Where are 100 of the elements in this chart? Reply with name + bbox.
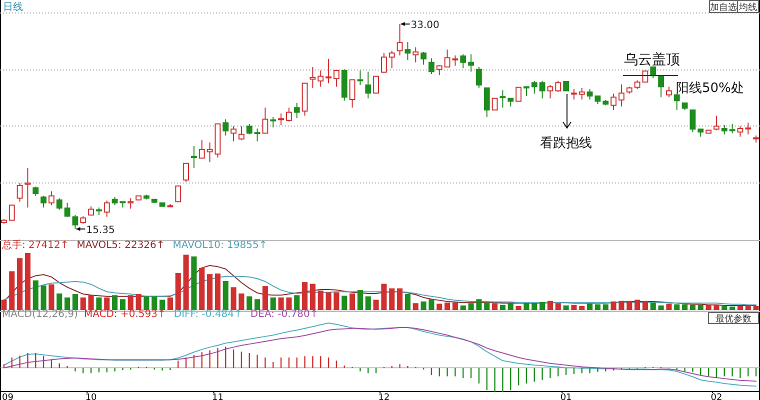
candlestick bbox=[286, 107, 292, 122]
x-tick-label: 12 bbox=[378, 393, 390, 400]
candlestick bbox=[198, 140, 205, 159]
annotation: 看跌抱线 bbox=[540, 136, 592, 151]
bar bbox=[500, 304, 506, 310]
bar bbox=[342, 296, 348, 310]
bar bbox=[420, 301, 426, 310]
series-label: 总手: 27412↑ bbox=[1, 239, 69, 251]
candlestick bbox=[238, 126, 244, 141]
bar bbox=[56, 293, 62, 310]
text: DIFF: -0.484↑ bbox=[174, 309, 242, 320]
bar bbox=[365, 296, 371, 310]
bar bbox=[579, 306, 585, 310]
bar bbox=[318, 290, 324, 310]
candlestick bbox=[476, 66, 482, 88]
bar bbox=[610, 301, 616, 310]
bar bbox=[48, 284, 54, 310]
bar bbox=[714, 304, 720, 310]
annotation: 乌云盖顶 bbox=[624, 52, 680, 68]
candlestick bbox=[254, 128, 260, 142]
bar bbox=[642, 300, 648, 310]
bar bbox=[334, 292, 340, 310]
bar bbox=[254, 299, 260, 310]
bar bbox=[476, 299, 482, 310]
bar bbox=[737, 306, 743, 310]
bar bbox=[753, 306, 759, 310]
bar bbox=[214, 274, 220, 310]
bar bbox=[199, 268, 205, 310]
bar bbox=[389, 288, 395, 310]
bar bbox=[104, 297, 110, 310]
bar bbox=[674, 304, 680, 310]
bar bbox=[64, 297, 70, 310]
annotation: 日线 bbox=[3, 1, 23, 13]
annotation: 加自选 bbox=[710, 2, 737, 13]
bar bbox=[128, 295, 134, 310]
bar bbox=[658, 305, 664, 310]
bar bbox=[17, 258, 23, 310]
bar bbox=[444, 302, 450, 310]
bar bbox=[72, 294, 78, 310]
candlestick bbox=[175, 184, 182, 202]
candlestick bbox=[32, 186, 39, 196]
bar bbox=[508, 303, 514, 310]
candlestick bbox=[334, 70, 340, 88]
bar bbox=[460, 305, 466, 310]
annotation: 15.35 bbox=[86, 224, 115, 236]
candlestick bbox=[745, 122, 752, 135]
bar bbox=[587, 304, 593, 310]
candlestick bbox=[547, 84, 554, 99]
candlestick bbox=[262, 107, 268, 134]
text: MAVOL5: 22326↑ bbox=[76, 240, 165, 251]
candlestick bbox=[404, 42, 411, 61]
candlestick bbox=[428, 58, 434, 74]
bar bbox=[160, 300, 166, 310]
bar bbox=[532, 303, 538, 310]
candlestick bbox=[222, 118, 229, 136]
bar bbox=[310, 284, 316, 310]
candlestick bbox=[484, 87, 490, 118]
bar bbox=[207, 274, 213, 310]
candlestick bbox=[318, 70, 324, 88]
bar bbox=[634, 300, 640, 310]
candlestick bbox=[737, 126, 744, 138]
bar bbox=[428, 299, 434, 310]
candlestick bbox=[539, 80, 546, 99]
candlestick bbox=[40, 195, 46, 208]
candlestick bbox=[658, 74, 664, 98]
bar bbox=[404, 294, 410, 310]
candlestick bbox=[357, 70, 364, 86]
bar bbox=[144, 296, 150, 310]
candlestick bbox=[246, 123, 252, 135]
bar bbox=[492, 303, 498, 310]
bar bbox=[397, 288, 403, 310]
candlestick bbox=[714, 115, 720, 131]
text: MAVOL10: 19855↑ bbox=[172, 240, 268, 251]
series-label: DEA: -0.780↑ bbox=[250, 309, 318, 320]
bar bbox=[618, 300, 624, 310]
bar bbox=[547, 300, 553, 310]
bar bbox=[1, 300, 7, 310]
bar bbox=[222, 280, 228, 310]
bar bbox=[230, 287, 236, 310]
candlestick bbox=[500, 90, 506, 108]
candlestick bbox=[563, 81, 569, 92]
bar bbox=[191, 256, 197, 310]
candlestick bbox=[460, 54, 466, 69]
candlestick bbox=[206, 142, 213, 163]
x-tick-label: 09 bbox=[2, 393, 14, 400]
candlestick bbox=[452, 54, 458, 66]
bar bbox=[152, 296, 158, 310]
candlestick bbox=[618, 84, 624, 107]
bar bbox=[9, 271, 15, 310]
candlestick bbox=[578, 87, 585, 100]
candlestick bbox=[64, 202, 70, 218]
candlestick bbox=[381, 52, 387, 74]
candlestick bbox=[492, 98, 498, 110]
bar bbox=[690, 304, 696, 310]
candlestick bbox=[674, 93, 680, 110]
bar bbox=[40, 285, 46, 310]
bar bbox=[246, 296, 252, 310]
candlestick bbox=[294, 102, 300, 119]
candlestick bbox=[524, 86, 530, 97]
bar bbox=[745, 306, 751, 310]
